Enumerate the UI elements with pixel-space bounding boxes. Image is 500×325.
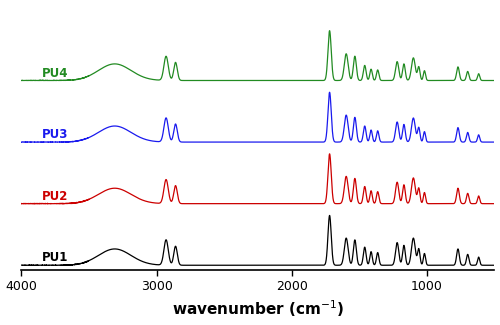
- Text: PU2: PU2: [42, 190, 68, 203]
- Text: PU4: PU4: [42, 67, 68, 80]
- X-axis label: wavenumber (cm$^{-1}$): wavenumber (cm$^{-1}$): [172, 299, 344, 319]
- Text: PU3: PU3: [42, 128, 68, 141]
- Text: PU1: PU1: [42, 251, 68, 264]
